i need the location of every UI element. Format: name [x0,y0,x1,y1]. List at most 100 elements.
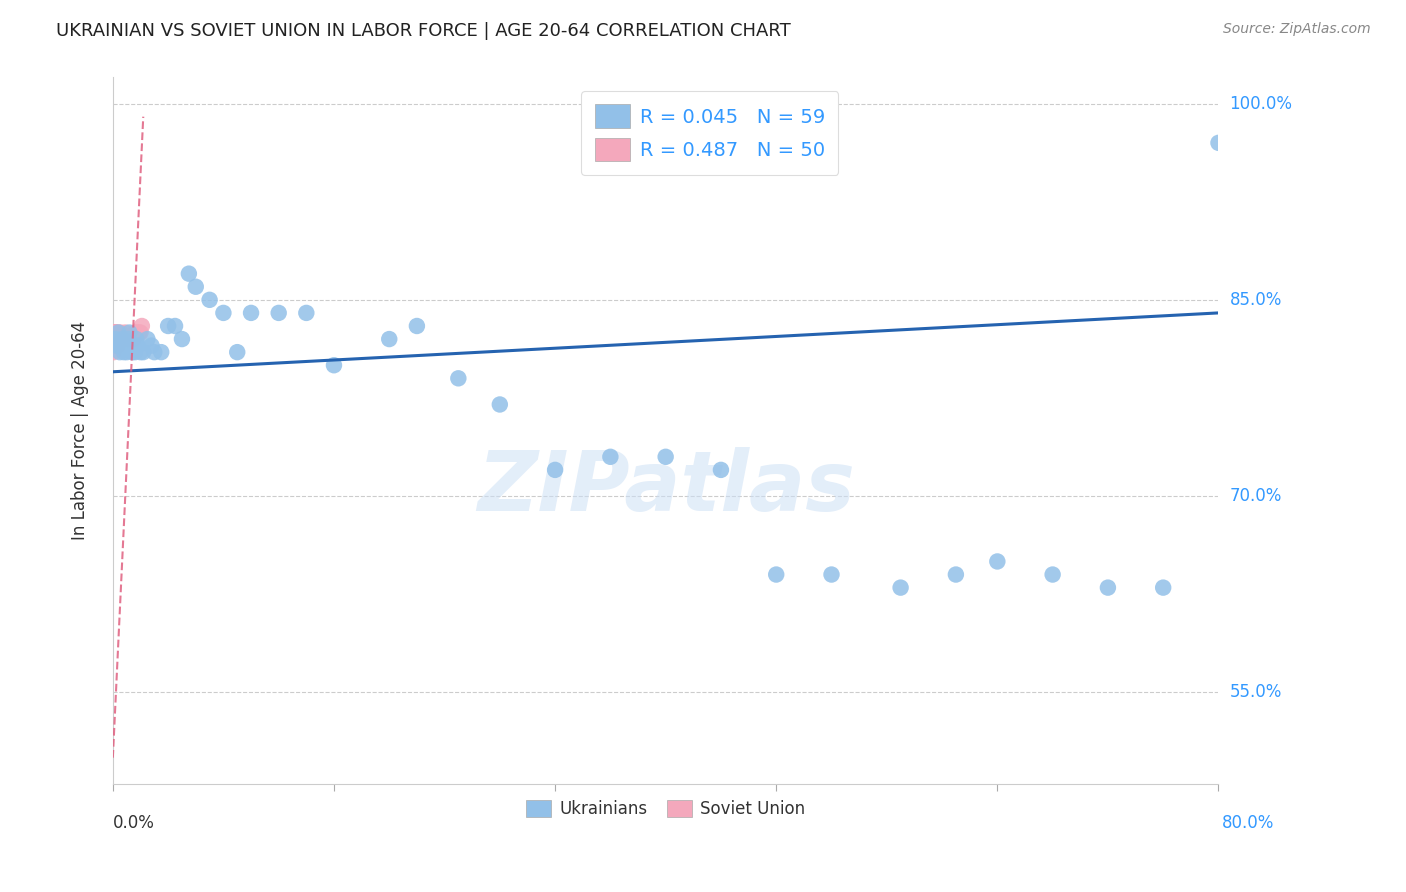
Point [110,332,132,346]
Point [122,338,145,352]
Point [105,338,128,352]
Text: 70.0%: 70.0% [1230,487,1282,505]
Text: Source: ZipAtlas.com: Source: ZipAtlas.com [1223,22,1371,37]
Point [378,332,401,346]
Point [128,326,150,340]
Point [107,326,129,340]
Point [141,338,163,352]
Point [136,332,159,346]
Point [157,318,180,333]
Point [125,332,148,346]
Text: 80.0%: 80.0% [1222,814,1274,832]
Point [107,338,129,352]
Point [143,345,166,359]
Point [1277,110,1299,124]
Point [104,332,127,346]
Point [1042,567,1064,582]
Point [127,338,149,352]
Point [110,326,132,340]
Point [112,345,135,359]
Text: ZIPatlas: ZIPatlas [477,447,855,528]
Point [150,345,173,359]
Text: 0.0%: 0.0% [112,814,155,832]
Point [104,338,127,352]
Point [103,332,125,346]
Point [184,279,207,293]
Point [104,332,127,346]
Point [122,332,145,346]
Point [1291,267,1313,281]
Point [105,332,128,346]
Point [110,338,132,352]
Point [1249,110,1271,124]
Point [177,267,200,281]
Point [710,463,733,477]
Point [890,581,912,595]
Point [104,326,127,340]
Point [114,326,136,340]
Point [107,332,129,346]
Point [103,338,125,352]
Point [103,326,125,340]
Point [105,338,128,352]
Point [121,332,143,346]
Point [107,326,129,340]
Point [121,345,143,359]
Point [105,332,128,346]
Point [104,332,127,346]
Point [820,567,842,582]
Point [104,326,127,340]
Point [108,345,131,359]
Point [108,332,131,346]
Point [212,306,235,320]
Point [104,338,127,352]
Point [1208,136,1230,150]
Point [1234,110,1257,124]
Point [104,332,127,346]
Legend: Ukrainians, Soviet Union: Ukrainians, Soviet Union [519,794,813,825]
Point [104,332,127,346]
Point [129,345,152,359]
Point [103,332,125,346]
Point [267,306,290,320]
Point [103,332,125,346]
Text: 55.0%: 55.0% [1230,683,1282,701]
Point [114,338,136,352]
Text: 100.0%: 100.0% [1230,95,1292,112]
Point [1220,110,1243,124]
Point [111,332,134,346]
Point [120,332,142,346]
Point [447,371,470,385]
Point [1263,110,1285,124]
Point [103,338,125,352]
Point [115,332,138,346]
Point [599,450,621,464]
Point [170,332,193,346]
Point [226,345,249,359]
Point [295,306,318,320]
Point [103,332,125,346]
Point [406,318,429,333]
Point [108,332,131,346]
Point [104,326,127,340]
Point [104,326,127,340]
Point [654,450,676,464]
Point [105,338,128,352]
Point [104,332,127,346]
Point [240,306,263,320]
Point [103,345,125,359]
Point [115,345,138,359]
Point [129,326,152,340]
Point [111,332,134,346]
Point [112,332,135,346]
Y-axis label: In Labor Force | Age 20-64: In Labor Force | Age 20-64 [72,321,89,541]
Point [1097,581,1119,595]
Text: 85.0%: 85.0% [1230,291,1282,309]
Point [118,332,141,346]
Point [544,463,567,477]
Point [117,332,139,346]
Point [488,397,510,411]
Point [131,318,153,333]
Text: UKRAINIAN VS SOVIET UNION IN LABOR FORCE | AGE 20-64 CORRELATION CHART: UKRAINIAN VS SOVIET UNION IN LABOR FORCE… [56,22,792,40]
Point [103,338,125,352]
